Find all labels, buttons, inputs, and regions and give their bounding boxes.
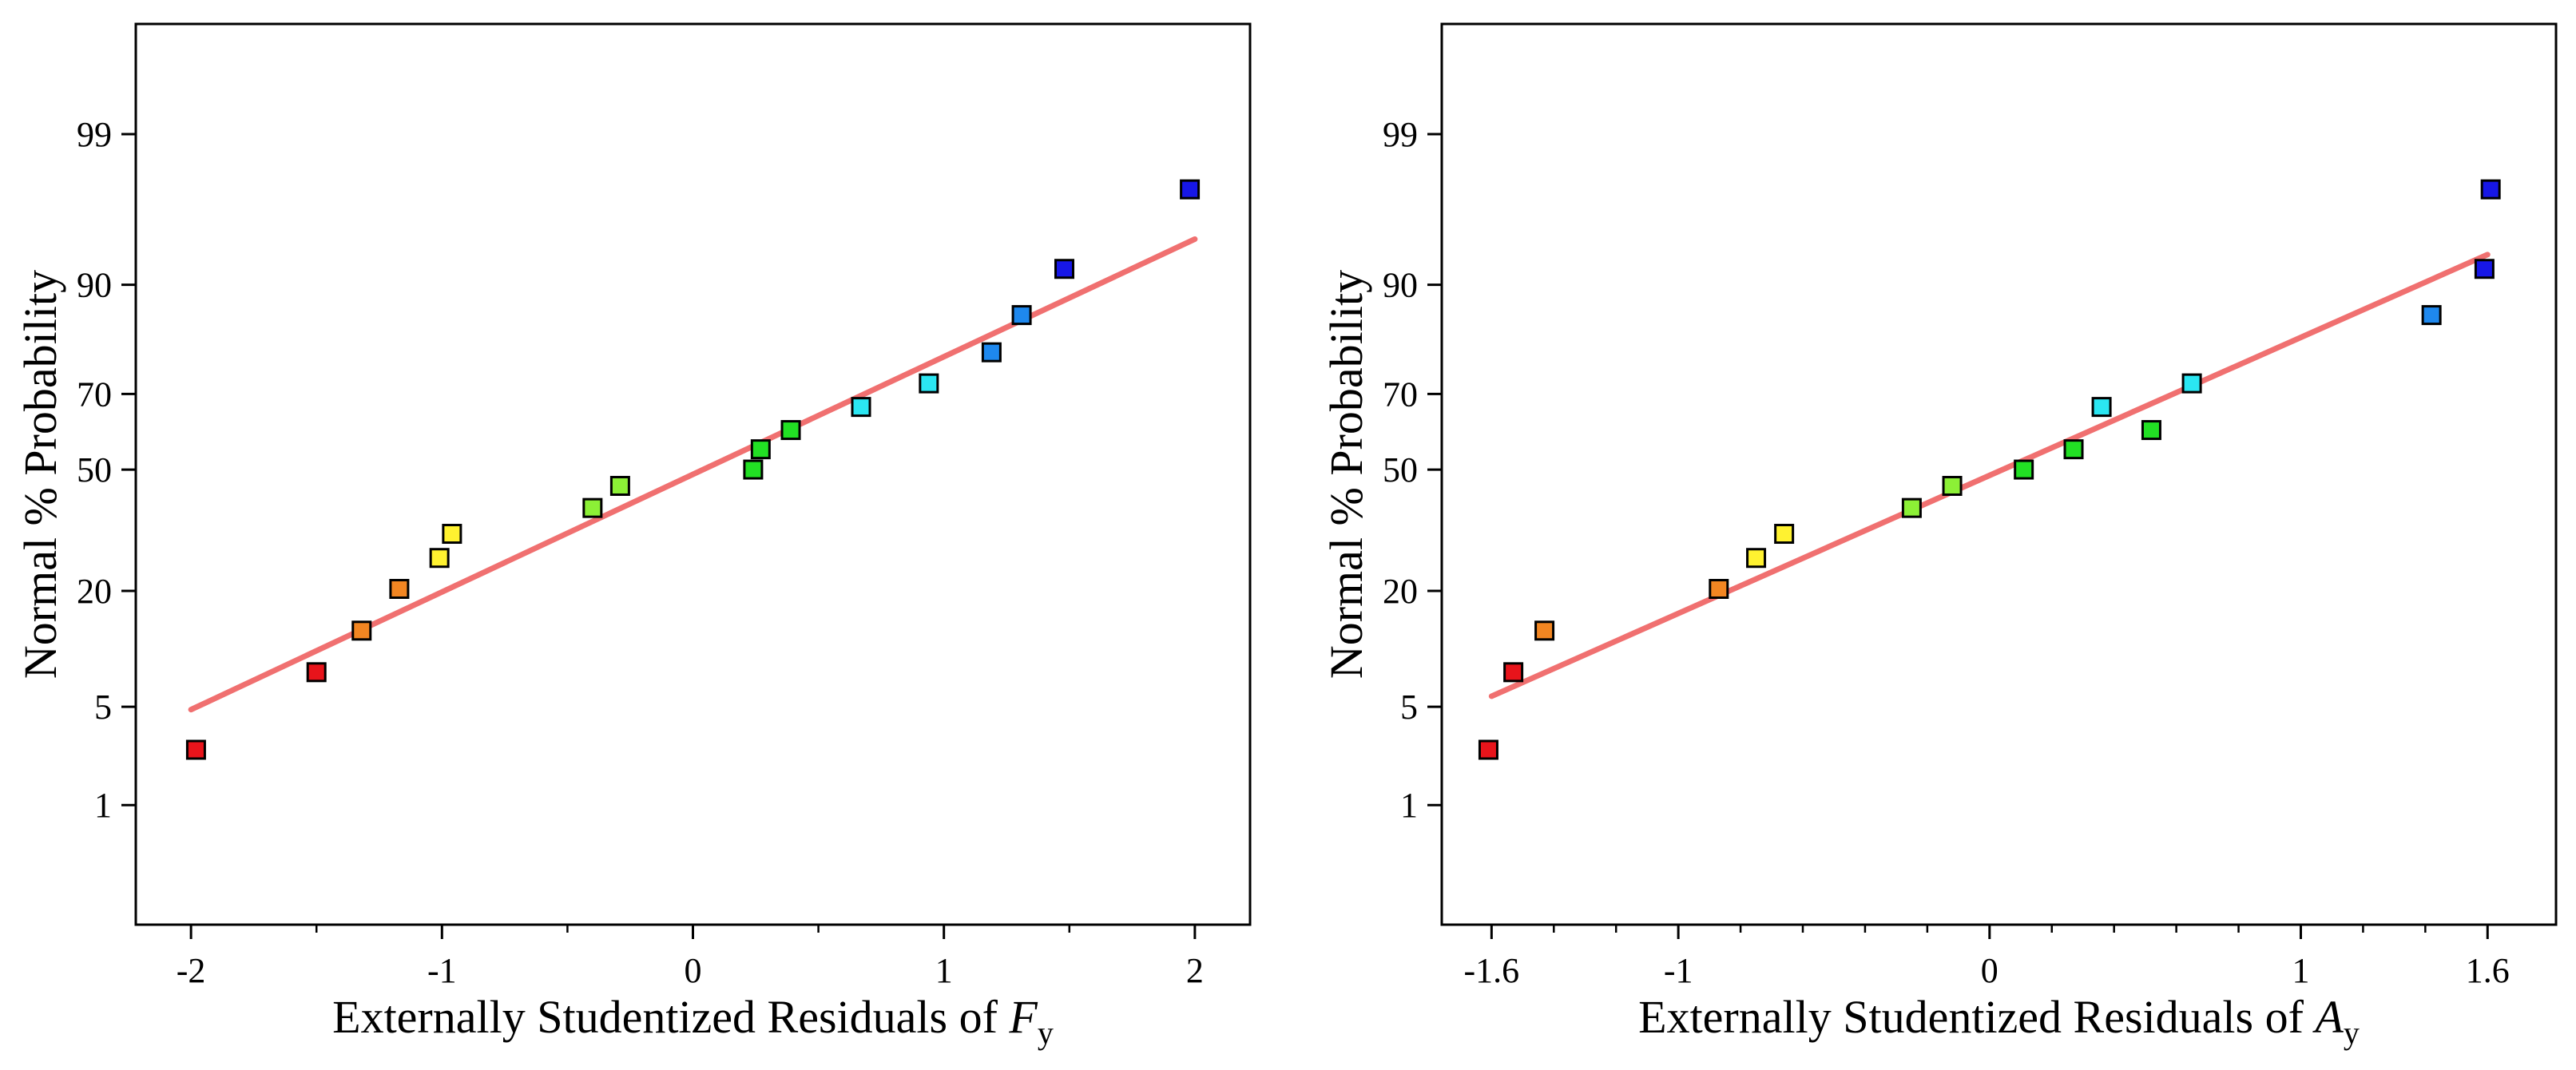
right-data-point xyxy=(2014,459,2034,480)
left-x-tick-label: 1 xyxy=(935,951,953,990)
left-data-point xyxy=(582,497,603,518)
right-data-point xyxy=(2480,179,2501,200)
right-y-tick-label: 50 xyxy=(1383,450,1418,489)
left-data-point xyxy=(185,739,206,760)
left-data-point xyxy=(851,397,871,418)
right-x-tick-label: -1 xyxy=(1664,951,1693,990)
left-data-point xyxy=(429,548,450,569)
left-data-point xyxy=(306,662,327,683)
right-data-point xyxy=(2063,439,2084,460)
left-data-point xyxy=(780,420,801,441)
right-data-point xyxy=(2141,420,2161,441)
right-x-axis-title-prefix: Externally Studentized Residuals of xyxy=(1638,991,2315,1043)
right-plot-frame xyxy=(1440,22,2558,926)
left-x-axis-title: Externally Studentized Residuals of Fy xyxy=(332,991,1054,1051)
left-data-point xyxy=(750,439,771,460)
right-y-axis-title: Normal % Probability xyxy=(1320,270,1372,679)
left-plot: -2 -1 0 1 2 1 5 20 50 70 90 99 Normal % Probability E… xyxy=(14,22,1252,1051)
right-data-point xyxy=(2091,397,2112,418)
left-data-point xyxy=(919,373,939,394)
left-x-tick-label: -2 xyxy=(177,951,206,990)
left-data-point xyxy=(1011,305,1032,326)
right-data-point xyxy=(2474,259,2495,279)
left-y-tick-label: 50 xyxy=(77,450,112,489)
left-y-tick-label: 5 xyxy=(94,688,112,727)
right-data-point xyxy=(1746,548,1767,569)
left-data-point xyxy=(351,620,372,641)
left-x-tick-label: -1 xyxy=(427,951,457,990)
right-data-point xyxy=(2181,373,2202,394)
left-x-tick-label: 0 xyxy=(685,951,702,990)
left-data-point xyxy=(981,342,1002,363)
left-x-tick-label: 2 xyxy=(1186,951,1204,990)
right-data-point xyxy=(1901,497,1922,518)
right-data-point xyxy=(1503,662,1524,683)
right-x-axis-title: Externally Studentized Residuals of Ay xyxy=(1638,991,2360,1051)
right-y-tick-label: 70 xyxy=(1383,374,1418,414)
left-data-point xyxy=(609,475,630,496)
right-data-point xyxy=(1478,739,1498,760)
right-plot: -1.6 -1 0 1 1.6 1 5 20 50 70 90 99 Normal % Probabil… xyxy=(1320,22,2558,1051)
left-data-point xyxy=(1180,179,1201,200)
left-y-axis-title: Normal % Probability xyxy=(14,270,66,679)
left-data-point xyxy=(442,524,462,545)
left-y-tick-label: 1 xyxy=(94,786,112,825)
right-x-tick-label: 1 xyxy=(2292,951,2309,990)
right-data-point xyxy=(1709,578,1729,599)
right-data-point xyxy=(1534,620,1555,641)
right-x-tick-label: -1.6 xyxy=(1464,951,1520,990)
right-data-point xyxy=(1942,475,1963,496)
right-x-axis-title-var: A xyxy=(2312,991,2344,1043)
left-y-tick-label: 20 xyxy=(77,572,112,611)
left-data-point xyxy=(389,578,410,599)
right-fit-line xyxy=(1488,252,2491,699)
left-x-axis-title-sub: y xyxy=(1038,1015,1054,1051)
right-y-tick-label: 20 xyxy=(1383,572,1418,611)
right-y-tick-label: 1 xyxy=(1400,786,1418,825)
left-y-tick-label: 99 xyxy=(77,115,112,154)
right-y-tick-label: 99 xyxy=(1383,115,1418,154)
left-data-point xyxy=(743,459,764,480)
left-y-tick-label: 70 xyxy=(77,374,112,414)
left-fit-line xyxy=(188,236,1198,713)
right-x-axis-title-sub: y xyxy=(2344,1015,2360,1051)
right-data-point xyxy=(1774,524,1795,545)
left-data-point xyxy=(1054,259,1074,279)
right-y-tick-label: 5 xyxy=(1400,688,1418,727)
left-x-axis-title-var: F xyxy=(1008,991,1038,1043)
right-y-tick-label: 90 xyxy=(1383,266,1418,305)
right-x-tick-label: 1.6 xyxy=(2466,951,2510,990)
left-x-axis-title-prefix: Externally Studentized Residuals of xyxy=(332,991,1009,1043)
right-x-tick-label: 0 xyxy=(1981,951,1998,990)
right-data-point xyxy=(2421,305,2442,326)
left-y-tick-label: 90 xyxy=(77,266,112,305)
